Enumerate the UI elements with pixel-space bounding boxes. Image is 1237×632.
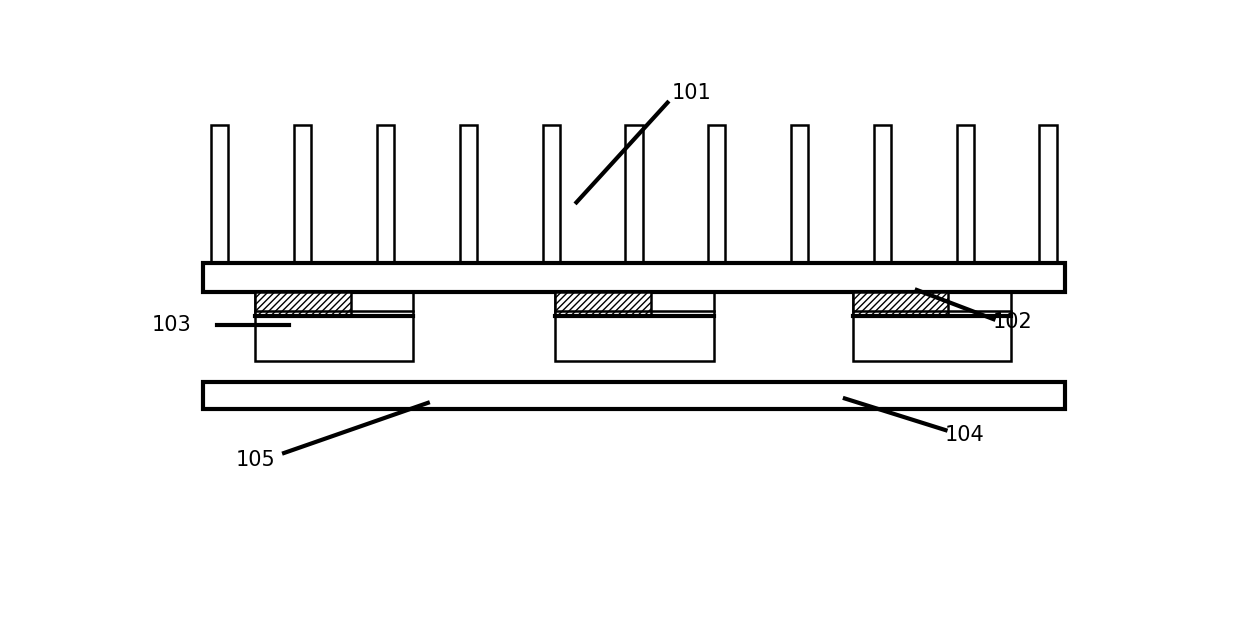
Bar xyxy=(956,125,974,263)
Bar xyxy=(873,125,891,263)
Bar xyxy=(1039,125,1056,263)
Bar xyxy=(790,125,808,263)
Bar xyxy=(708,125,725,263)
Text: 104: 104 xyxy=(945,425,985,445)
Bar xyxy=(203,263,1065,293)
Text: 102: 102 xyxy=(993,312,1033,332)
Text: 103: 103 xyxy=(152,315,192,336)
Text: 101: 101 xyxy=(672,83,711,103)
Text: 105: 105 xyxy=(235,450,275,470)
Bar xyxy=(377,125,395,263)
Bar xyxy=(626,125,642,263)
Bar xyxy=(852,293,1011,360)
Bar xyxy=(212,125,229,263)
Bar xyxy=(294,125,312,263)
Bar xyxy=(543,125,560,263)
Bar xyxy=(203,382,1065,409)
Bar xyxy=(255,293,413,360)
Bar xyxy=(460,125,477,263)
Bar xyxy=(852,293,949,316)
Bar xyxy=(255,293,351,316)
Bar xyxy=(555,293,651,316)
Bar xyxy=(555,293,714,360)
